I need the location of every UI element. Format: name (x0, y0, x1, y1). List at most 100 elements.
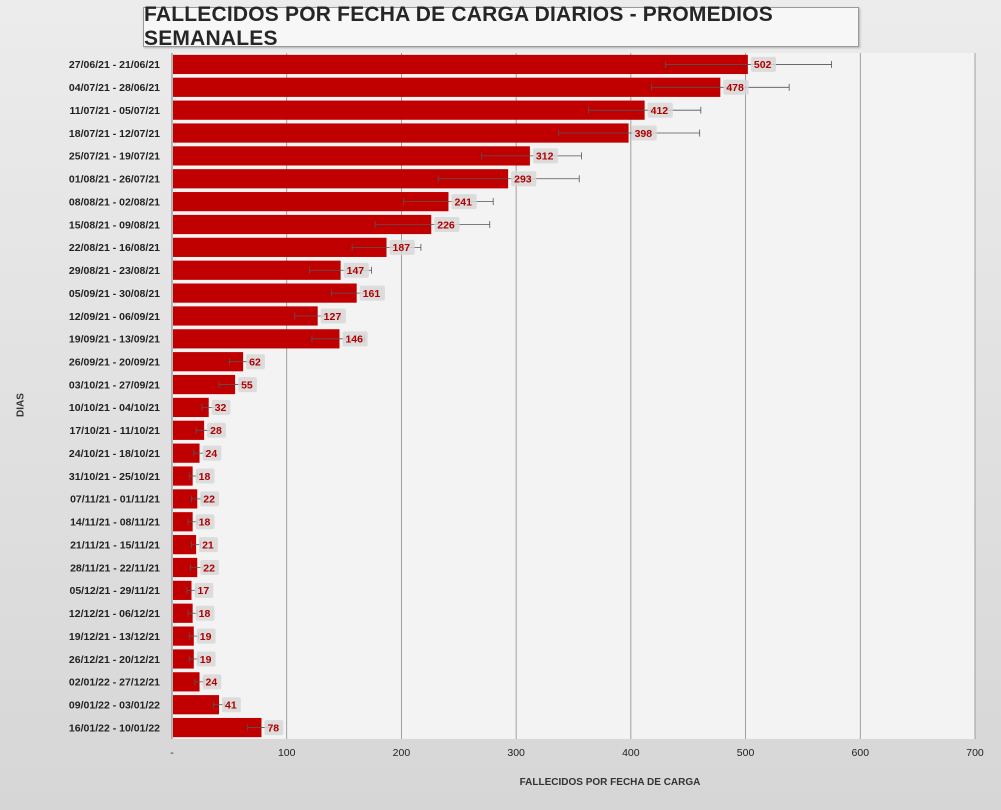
category-label: 25/07/21 - 19/07/21 (69, 151, 160, 163)
y-axis-label: DIAS (15, 393, 27, 417)
data-label: 28 (210, 425, 222, 437)
data-label: 187 (393, 242, 411, 254)
bar (173, 443, 200, 463)
bar (173, 649, 194, 669)
data-label: 226 (437, 219, 455, 231)
data-label: 18 (199, 517, 211, 529)
bar (173, 237, 387, 257)
data-label-bg (211, 399, 231, 415)
category-label: 17/10/21 - 11/10/21 (70, 425, 161, 437)
data-label: 398 (635, 128, 653, 140)
data-label-bg (207, 422, 226, 438)
bar (173, 466, 193, 486)
category-label: 19/09/21 - 13/09/21 (69, 334, 160, 346)
category-label: 28/11/21 - 22/11/21 (70, 562, 160, 574)
category-label: 11/07/21 - 05/07/21 (70, 105, 161, 117)
data-label-bg (196, 628, 216, 644)
data-label: 19 (200, 654, 212, 666)
data-label-bg (202, 445, 222, 461)
bar (173, 283, 357, 303)
x-tick-label: 300 (507, 747, 525, 759)
bar (173, 717, 262, 738)
category-label: 16/01/22 - 10/01/22 (69, 722, 160, 734)
category-label: 10/10/21 - 04/10/21 (69, 402, 160, 414)
plot-area (172, 53, 975, 739)
data-label-bg (511, 171, 537, 187)
category-label: 29/08/21 - 23/08/21 (69, 265, 160, 277)
data-label-bg (359, 285, 385, 301)
category-label: 12/12/21 - 06/12/21 (69, 608, 160, 620)
data-label: 412 (651, 105, 669, 117)
bar (173, 420, 205, 440)
bar (173, 557, 198, 578)
data-label-bg (202, 674, 222, 690)
category-label: 05/09/21 - 30/08/21 (69, 288, 160, 300)
data-label-bg (200, 560, 220, 575)
data-label: 32 (215, 402, 227, 414)
data-label-bg (389, 239, 415, 255)
x-axis-label: FALLECIDOS POR FECHA DE CARGA (519, 777, 701, 788)
data-label: 24 (206, 448, 218, 460)
data-label: 17 (198, 585, 210, 597)
category-label: 12/09/21 - 06/09/21 (69, 311, 160, 323)
data-label: 478 (726, 82, 744, 94)
data-label: 502 (754, 59, 772, 71)
data-label: 161 (363, 288, 381, 300)
category-label: 02/01/22 - 27/12/21 (69, 677, 160, 689)
category-label: 04/07/21 - 28/06/21 (69, 82, 160, 94)
data-label-bg (195, 514, 215, 530)
data-label-bg (723, 79, 749, 95)
data-label-bg (647, 102, 673, 118)
category-label: 24/10/21 - 18/10/21 (69, 448, 160, 460)
data-label-bg (246, 354, 265, 370)
bar (173, 329, 340, 349)
x-tick-label: 500 (737, 747, 755, 759)
data-label-bg (320, 308, 346, 324)
data-label-bg (194, 582, 214, 598)
bar (173, 374, 236, 395)
category-label: 31/10/21 - 25/10/21 (69, 471, 160, 483)
data-label-bg (631, 125, 657, 141)
data-label-bg (222, 697, 241, 713)
category-label: 05/12/21 - 29/11/21 (70, 585, 161, 597)
category-label: 26/12/21 - 20/12/21 (69, 654, 160, 666)
data-label: 18 (199, 471, 211, 483)
x-tick-label: 700 (966, 747, 984, 759)
x-tick-label: 200 (393, 747, 411, 759)
data-label: 55 (241, 379, 253, 391)
data-label: 24 (206, 677, 218, 689)
bar (173, 77, 721, 97)
bar (173, 512, 193, 532)
bar (173, 352, 244, 372)
data-label-bg (343, 262, 369, 278)
category-label: 08/08/21 - 02/08/21 (69, 196, 160, 208)
category-label: 14/11/21 - 08/11/21 (70, 517, 160, 529)
bar (173, 695, 220, 715)
data-label-bg (199, 537, 218, 553)
x-tick-label: 600 (852, 747, 870, 759)
data-label: 22 (203, 562, 215, 574)
data-label-bg (195, 605, 215, 621)
data-label: 62 (249, 357, 261, 369)
category-label: 19/12/21 - 13/12/21 (69, 631, 160, 643)
category-label: 27/06/21 - 21/06/21 (69, 59, 160, 71)
category-label: 22/08/21 - 16/08/21 (69, 242, 160, 254)
data-label-bg (196, 651, 216, 667)
bar (173, 626, 194, 646)
bar (173, 306, 318, 326)
data-label-bg (200, 491, 220, 507)
data-label: 241 (454, 196, 472, 208)
bar (173, 169, 509, 189)
x-tick-label: - (170, 747, 174, 759)
data-label-bg (532, 148, 559, 164)
category-label: 21/11/21 - 15/11/21 (70, 539, 160, 551)
bar (173, 672, 200, 692)
category-label: 26/09/21 - 20/09/21 (69, 357, 160, 369)
data-label: 78 (267, 722, 279, 734)
chart-title: FALLECIDOS POR FECHA DE CARGA DIARIOS - … (143, 3, 859, 50)
bar (173, 214, 432, 235)
bar (173, 260, 341, 280)
bar (173, 580, 192, 600)
bar (173, 535, 197, 555)
